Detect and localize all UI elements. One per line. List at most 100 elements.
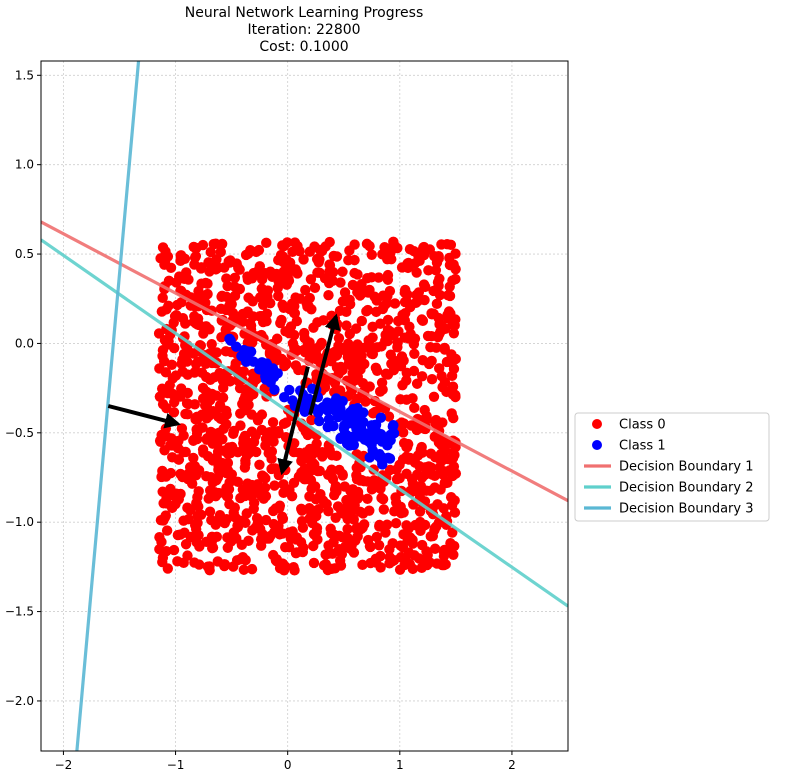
axes-frame <box>40 60 569 752</box>
class-0-point <box>381 246 393 258</box>
class-0-point <box>357 377 369 389</box>
class-0-point <box>240 554 251 566</box>
class-0-point <box>180 318 191 329</box>
class-0-point <box>446 370 458 382</box>
class-0-point <box>448 328 460 339</box>
class-0-point <box>402 297 413 308</box>
class-0-point <box>158 498 169 509</box>
class-0-point <box>382 314 394 326</box>
class-0-point <box>439 544 450 556</box>
class-0-point <box>349 254 360 266</box>
class-0-point <box>439 445 451 456</box>
class-0-point <box>384 558 395 569</box>
class-0-point <box>447 527 458 538</box>
class-1-point <box>330 406 342 417</box>
class-0-point <box>228 561 239 572</box>
x-tick-label: 1 <box>396 758 404 772</box>
y-tick-label: −1.0 <box>5 515 34 529</box>
decision-boundary-1 <box>41 220 568 503</box>
class-0-point <box>300 284 311 296</box>
class-0-point <box>277 513 289 525</box>
class-0-point <box>269 480 280 491</box>
class-0-point <box>222 280 233 292</box>
class-0-point <box>438 503 449 514</box>
legend-box <box>574 412 770 522</box>
class-0-point <box>235 492 246 504</box>
class-0-point <box>382 274 394 285</box>
class-0-point <box>416 562 427 573</box>
class-0-point <box>219 559 231 570</box>
class-0-point <box>442 477 453 489</box>
class-0-point <box>170 370 182 381</box>
class-0-point <box>290 360 302 371</box>
class-0-point <box>348 547 360 558</box>
y-tick-label: 1.5 <box>15 68 34 82</box>
class-0-point <box>294 293 306 304</box>
class-0-point <box>397 427 409 438</box>
class-0-point <box>157 552 169 563</box>
class-0-point <box>289 342 300 353</box>
class-0-point <box>445 239 457 251</box>
class-0-point <box>356 315 368 327</box>
class-0-point <box>208 406 219 417</box>
class-0-point <box>363 335 374 346</box>
class-0-point <box>162 563 174 574</box>
class-0-point <box>384 326 396 337</box>
class-0-point <box>166 502 178 514</box>
class-0-point <box>298 327 310 339</box>
class-0-point <box>192 356 203 368</box>
class-0-point <box>256 409 268 420</box>
class-1-point <box>376 454 387 466</box>
class-0-point <box>272 282 283 294</box>
y-tick-label: −1.5 <box>5 605 34 619</box>
class-0-point <box>308 557 320 569</box>
class-0-point <box>324 266 335 277</box>
class-0-point <box>306 414 317 426</box>
class-0-point <box>302 348 314 359</box>
legend-label: Decision Boundary 3 <box>619 502 754 517</box>
class-0-point <box>262 291 273 303</box>
class-0-point <box>376 377 388 388</box>
class-0-point <box>246 273 258 284</box>
class-0-point <box>450 248 461 259</box>
class-0-point <box>181 469 193 481</box>
class-0-point <box>214 510 226 521</box>
class-0-point <box>261 316 272 327</box>
class-0-point <box>399 332 411 343</box>
class-0-point <box>176 383 187 394</box>
class-0-point <box>324 236 335 248</box>
class-0-point <box>331 450 342 462</box>
class-0-point <box>220 405 232 416</box>
class-1-point <box>260 374 272 385</box>
class-0-point <box>432 331 444 343</box>
class-0-point <box>326 563 337 574</box>
class-0-point <box>350 523 362 534</box>
class-0-point <box>213 427 225 439</box>
class-0-point <box>204 561 215 572</box>
x-tick-label: −2 <box>55 758 73 772</box>
class-0-point <box>373 272 384 283</box>
class-0-point <box>165 262 177 274</box>
class-0-point <box>259 482 271 493</box>
class-0-point <box>204 266 215 277</box>
class-0-point <box>240 482 252 494</box>
class-0-point <box>419 281 431 293</box>
y-tick-label: 0.0 <box>15 336 34 350</box>
class-0-point <box>375 562 386 573</box>
class-0-point <box>200 297 211 308</box>
class-0-point <box>337 342 348 354</box>
class-0-point <box>183 513 194 525</box>
class-0-point <box>278 418 290 430</box>
class-0-point <box>450 441 461 453</box>
class-0-point <box>444 259 456 271</box>
class-0-point <box>233 262 244 274</box>
class-0-point <box>192 319 203 330</box>
class-1-point <box>385 434 396 446</box>
class-0-point <box>167 489 178 501</box>
class-0-point <box>307 517 318 529</box>
class-0-point <box>397 309 408 321</box>
class-0-point <box>368 475 380 486</box>
class-0-point <box>191 424 202 435</box>
class-0-point <box>201 536 212 548</box>
class-0-point <box>442 290 454 301</box>
